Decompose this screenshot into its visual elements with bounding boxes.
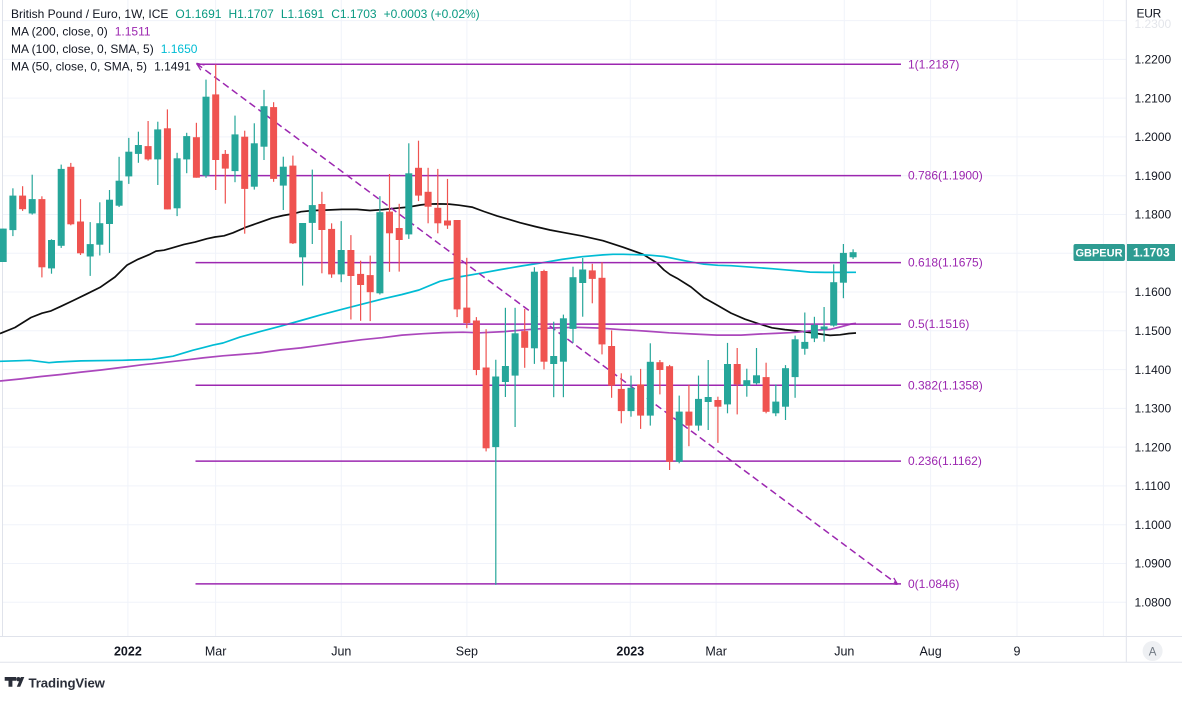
svg-text:0.5(1.1516): 0.5(1.1516) bbox=[908, 317, 969, 331]
svg-text:1.1400: 1.1400 bbox=[1135, 363, 1172, 377]
svg-text:A: A bbox=[1149, 647, 1157, 659]
svg-text:1.1900: 1.1900 bbox=[1135, 169, 1172, 183]
svg-text:9: 9 bbox=[1014, 645, 1021, 659]
svg-text:1.1200: 1.1200 bbox=[1135, 440, 1172, 454]
svg-text:0(1.0846): 0(1.0846) bbox=[908, 577, 959, 591]
svg-text:Sep: Sep bbox=[456, 645, 478, 659]
svg-text:0.382(1.1358): 0.382(1.1358) bbox=[908, 378, 983, 392]
svg-text:1.1600: 1.1600 bbox=[1135, 285, 1172, 299]
svg-text:Aug: Aug bbox=[919, 645, 941, 659]
svg-text:TradingView: TradingView bbox=[29, 675, 106, 690]
svg-text:1.1000: 1.1000 bbox=[1135, 518, 1172, 532]
svg-text:1.2100: 1.2100 bbox=[1135, 91, 1172, 105]
svg-text:Mar: Mar bbox=[205, 645, 227, 659]
svg-text:1.1500: 1.1500 bbox=[1135, 324, 1172, 338]
svg-text:MA (50, close, 0, SMA, 5)1.149: MA (50, close, 0, SMA, 5) 1.1491 bbox=[11, 60, 191, 74]
svg-text:GBPEUR: GBPEUR bbox=[1075, 248, 1122, 260]
svg-text:1.1100: 1.1100 bbox=[1135, 479, 1171, 493]
svg-text:Jun: Jun bbox=[331, 645, 351, 659]
svg-text:1.0800: 1.0800 bbox=[1135, 595, 1172, 609]
svg-text:1.2200: 1.2200 bbox=[1135, 53, 1172, 67]
svg-text:Mar: Mar bbox=[705, 645, 727, 659]
svg-text:1(1.2187): 1(1.2187) bbox=[908, 57, 959, 71]
svg-text:2022: 2022 bbox=[114, 645, 142, 659]
svg-text:1.0900: 1.0900 bbox=[1135, 557, 1172, 571]
svg-text:0.786(1.1900): 0.786(1.1900) bbox=[908, 169, 983, 183]
svg-text:0.236(1.1162): 0.236(1.1162) bbox=[908, 454, 982, 468]
svg-text:1.2000: 1.2000 bbox=[1135, 130, 1172, 144]
svg-text:MA (100, close, 0, SMA, 5)1.16: MA (100, close, 0, SMA, 5) 1.1650 bbox=[11, 42, 198, 56]
svg-text:1.1300: 1.1300 bbox=[1135, 402, 1172, 416]
svg-text:1.1800: 1.1800 bbox=[1135, 208, 1172, 222]
svg-text:0.618(1.1675): 0.618(1.1675) bbox=[908, 256, 983, 270]
svg-text:Jun: Jun bbox=[834, 645, 854, 659]
svg-text:1.2300: 1.2300 bbox=[1135, 17, 1172, 31]
svg-text:1.1703: 1.1703 bbox=[1133, 246, 1170, 260]
svg-text:EUR: EUR bbox=[1137, 7, 1162, 21]
svg-text:MA (200, close, 0)1.1511: MA (200, close, 0) 1.1511 bbox=[11, 25, 151, 39]
svg-text:2023: 2023 bbox=[616, 645, 644, 659]
